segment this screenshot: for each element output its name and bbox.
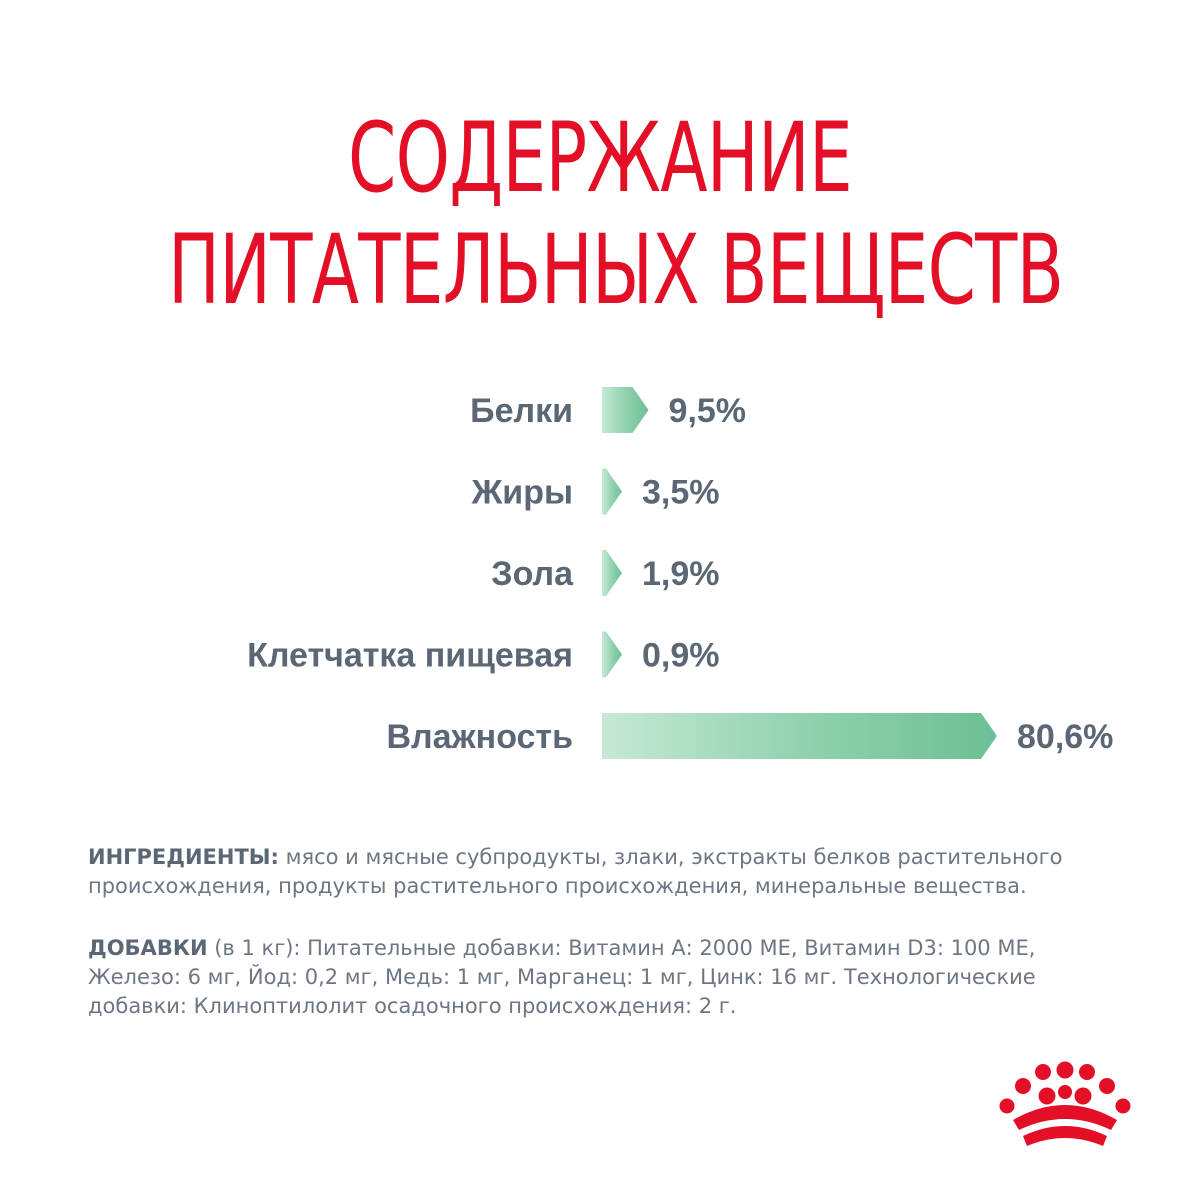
category-label-4: Влажность xyxy=(387,718,574,756)
additives-text: ДОБАВКИ (в 1 кг): Питательные добавки: В… xyxy=(88,934,1118,1021)
bar-4 xyxy=(602,713,997,759)
value-label-4: 80,6% xyxy=(1017,718,1113,756)
value-label-0: 9,5% xyxy=(669,392,747,430)
ingredients-body: мясо и мясные субпродукты, злаки, экстра… xyxy=(88,845,1063,898)
ingredients-label: ИНГРЕДИЕНТЫ: xyxy=(88,845,279,869)
value-label-3: 0,9% xyxy=(642,637,720,675)
category-label-3: Клетчатка пищевая xyxy=(247,637,573,675)
category-label-1: Жиры xyxy=(471,474,573,512)
bar-2 xyxy=(602,550,622,596)
page-title-line-1: СОДЕРЖАНИЕ xyxy=(348,102,853,214)
additives-label: ДОБАВКИ xyxy=(88,936,208,960)
bar-3 xyxy=(602,631,622,678)
nutrient-bar-chart: Белки 9,5% Жиры 3,5% Зола 1,9% Клетчатка пищев… xyxy=(247,387,1113,759)
value-label-1: 3,5% xyxy=(642,474,720,512)
crown-icon xyxy=(999,1061,1131,1146)
bar-1 xyxy=(602,468,622,515)
bar-0 xyxy=(602,387,649,433)
value-label-2: 1,9% xyxy=(642,555,720,593)
category-label-2: Зола xyxy=(491,555,574,593)
page-title-line-2: ПИТАТЕЛЬНЫХ ВЕЩЕСТВ xyxy=(167,214,1064,326)
additives-body: (в 1 кг): Питательные добавки: Витамин А… xyxy=(88,936,1036,1018)
category-label-0: Белки xyxy=(470,392,573,430)
ingredients-text: ИНГРЕДИЕНТЫ: мясо и мясные субпродукты, … xyxy=(88,843,1118,901)
